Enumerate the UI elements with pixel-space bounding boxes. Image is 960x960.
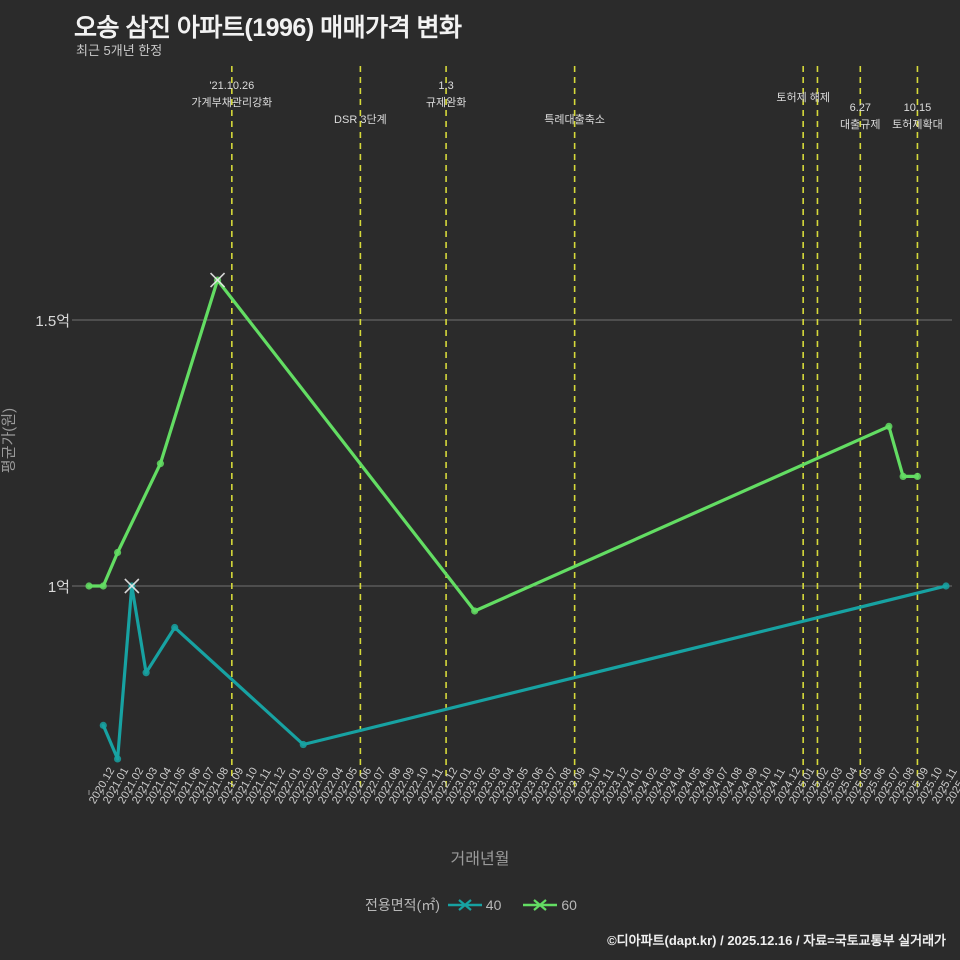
legend-marker-icon bbox=[523, 898, 558, 912]
legend-title: 전용면적(㎡) bbox=[365, 897, 440, 913]
event-label: 토허제 해제 bbox=[776, 92, 830, 104]
x-axis-label: 거래년월 bbox=[450, 851, 510, 868]
event-label: 가계부채관리강화 bbox=[191, 97, 273, 109]
y-tick-label: 1억 bbox=[47, 579, 70, 596]
event-annotation: 10.15 토허제확대 bbox=[842, 100, 960, 134]
event-annotation: 1.3 규제완화 bbox=[371, 78, 521, 112]
footer-credit: ©디아파트(dapt.kr) / 2025.12.16 / 자료=국토교통부 실… bbox=[607, 933, 946, 948]
legend-marker-icon bbox=[447, 898, 482, 912]
event-label: DSR 3단계 bbox=[334, 114, 387, 126]
event-annotation: '21.10.26 가계부채관리강화 bbox=[157, 78, 307, 112]
page-title: 오송 삼진 아파트(1996) 매매가격 변화 bbox=[74, 14, 462, 42]
event-label: 토허제확대 bbox=[892, 119, 943, 131]
y-axis-label: 평균가(원) bbox=[0, 407, 18, 474]
chart-legend: 전용면적(㎡) 40 60 bbox=[0, 895, 960, 915]
legend-item-label[interactable]: 40 bbox=[485, 897, 502, 913]
event-date: 6.27 bbox=[849, 102, 871, 114]
event-annotation: 6.27 대출규제 bbox=[785, 100, 935, 134]
event-annotation: 토허제 해제 bbox=[728, 90, 878, 107]
event-date: 10.15 bbox=[903, 102, 932, 114]
event-label: 특례대출축소 bbox=[544, 114, 605, 126]
event-date: '21.10.26 bbox=[209, 80, 255, 92]
event-label: 대출규제 bbox=[840, 119, 881, 131]
event-annotation: DSR 3단계 bbox=[285, 112, 435, 129]
y-tick-label: 1.5억 bbox=[35, 313, 70, 330]
event-label: 규제완화 bbox=[425, 97, 467, 109]
legend-item-label[interactable]: 60 bbox=[561, 897, 577, 913]
page-subtitle: 최근 5개년 한정 bbox=[76, 43, 163, 58]
event-annotation: 특례대출축소 bbox=[500, 112, 650, 129]
event-date: 1.3 bbox=[438, 80, 454, 92]
